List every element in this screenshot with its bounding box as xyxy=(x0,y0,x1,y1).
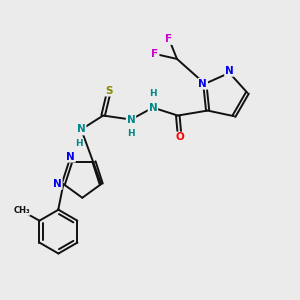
Text: F: F xyxy=(152,49,159,59)
Text: N: N xyxy=(148,103,157,112)
Text: N: N xyxy=(199,79,207,89)
Text: N: N xyxy=(53,179,62,189)
Text: H: H xyxy=(127,129,135,138)
Text: CH₃: CH₃ xyxy=(13,206,30,215)
Text: N: N xyxy=(225,66,234,76)
Text: N: N xyxy=(127,115,135,124)
Text: H: H xyxy=(149,89,157,98)
Text: N: N xyxy=(66,152,75,162)
Text: N: N xyxy=(77,124,85,134)
Text: F: F xyxy=(165,34,172,44)
Text: H: H xyxy=(75,139,83,148)
Text: S: S xyxy=(105,86,113,96)
Text: O: O xyxy=(176,132,184,142)
